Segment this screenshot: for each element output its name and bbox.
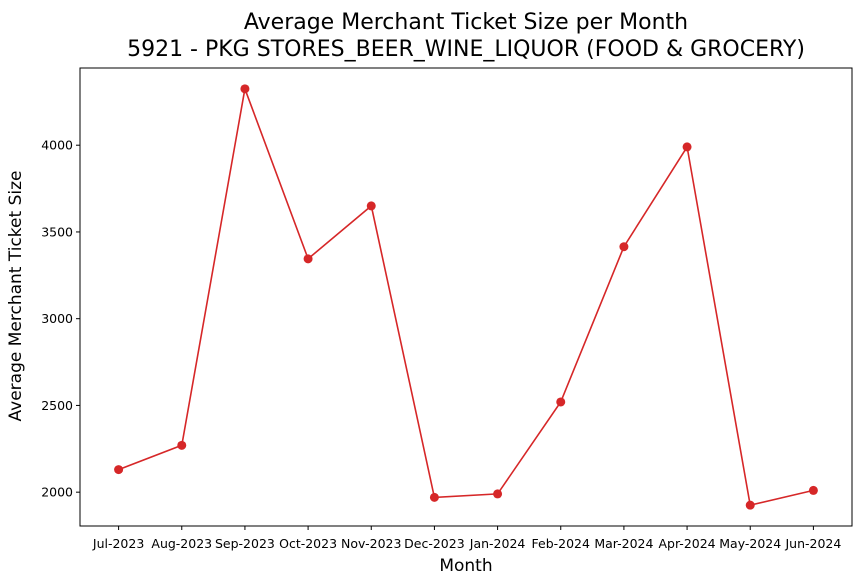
series-line (118, 85, 814, 507)
data-point (619, 242, 629, 252)
data-point (429, 492, 439, 502)
data-point (493, 489, 503, 499)
data-point (745, 500, 755, 510)
y-tick-label: 3500 (41, 224, 73, 239)
x-axis-label: Month (439, 556, 492, 576)
y-axis-label: Average Merchant Ticket Size (6, 171, 26, 422)
chart-subtitle: 5921 - PKG STORES_BEER_WINE_LIQUOR (FOOD… (127, 37, 805, 62)
data-point (808, 485, 818, 495)
data-point (177, 440, 187, 450)
y-tick-label: 2500 (41, 398, 73, 413)
data-point (303, 254, 313, 264)
data-point (240, 84, 250, 94)
y-tick-label: 3000 (41, 311, 73, 326)
x-tick-label: Jun-2024 (784, 536, 841, 551)
x-tick-label: May-2024 (719, 536, 781, 551)
x-tick-label: Jan-2024 (469, 536, 526, 551)
plot-frame (79, 67, 853, 527)
data-point (556, 397, 566, 407)
x-tick-label: Dec-2023 (404, 536, 465, 551)
x-tick-label: Nov-2023 (341, 536, 401, 551)
chart-title: Average Merchant Ticket Size per Month (244, 10, 688, 35)
x-tick-label: Oct-2023 (279, 536, 337, 551)
x-tick-label: Jul-2023 (92, 536, 144, 551)
x-tick-label: Apr-2024 (658, 536, 715, 551)
data-point (682, 142, 692, 152)
data-point (114, 465, 124, 475)
plot-area: 2000 2500 3000 3500 4000 Jul-2023 Aug-2023 Sep-… (41, 67, 853, 551)
data-point (366, 201, 376, 211)
x-tick-label: Aug-2023 (151, 536, 212, 551)
x-tick-label: Mar-2024 (594, 536, 653, 551)
x-tick-label: Feb-2024 (532, 536, 591, 551)
x-tick-label: Sep-2023 (215, 536, 275, 551)
y-tick-label: 2000 (41, 485, 73, 500)
y-tick-label: 4000 (41, 138, 73, 153)
